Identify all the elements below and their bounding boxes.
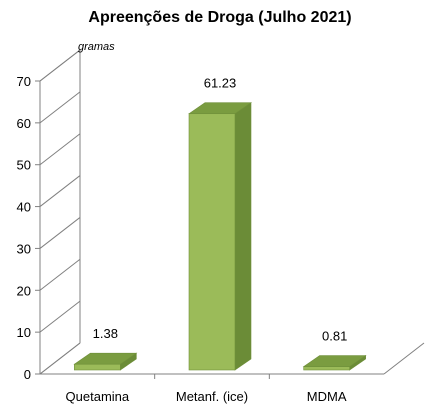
x-category-label: MDMA: [307, 389, 347, 404]
data-label: 0.81: [322, 329, 347, 344]
y-tick-label: 10: [17, 325, 31, 340]
x-category-label: Quetamina: [66, 389, 130, 404]
y-tick-label: 0: [24, 367, 31, 382]
bar-front: [74, 363, 121, 371]
floor-right-edge: [383, 342, 425, 375]
data-label: 61.23: [204, 76, 237, 91]
bar-front: [188, 113, 236, 371]
bar-side: [234, 102, 252, 371]
y-tick-depth-line: [39, 342, 81, 375]
chart-title: Apreenções de Droga (Julho 2021): [88, 9, 352, 26]
y-tick-depth-line: [39, 175, 81, 207]
y-unit-label: gramas: [78, 41, 115, 53]
data-label: 1.38: [93, 326, 118, 341]
y-tick-depth-line: [39, 49, 81, 82]
y-tick-depth-line: [39, 217, 81, 249]
bars-layer: [73, 102, 367, 371]
y-tick-label: 50: [17, 158, 31, 173]
bar-top: [302, 355, 367, 367]
y-tick-label: 70: [17, 74, 31, 89]
x-category-label: Metanf. (ice): [176, 389, 248, 404]
bar-front: [303, 366, 350, 371]
bar-top: [73, 352, 138, 365]
axes-layer: [35, 49, 425, 379]
y-tick-depth-line: [39, 300, 81, 333]
y-tick-label: 60: [17, 116, 31, 131]
labels-layer: 0 10 20 30 40 50 60 70 gramas 1.38 Quetamina 61.23 M…: [17, 41, 348, 404]
y-tick-depth-line: [39, 133, 81, 166]
y-tick-label: 30: [17, 241, 31, 256]
y-tick-depth-line: [39, 91, 81, 124]
y-tick-label: 20: [17, 283, 31, 298]
bar-top: [188, 102, 252, 115]
y-tick-depth-line: [39, 258, 81, 291]
y-tick-label: 40: [17, 200, 31, 215]
